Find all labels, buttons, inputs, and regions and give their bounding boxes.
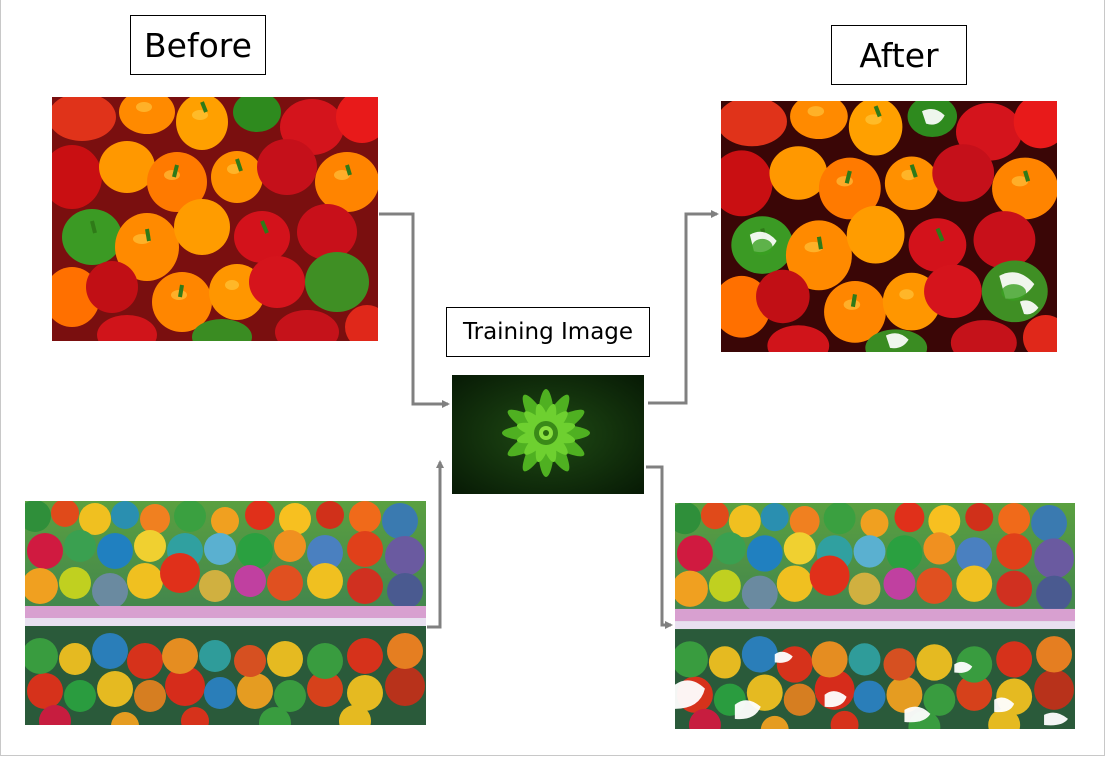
- before-landscape-image: [25, 501, 426, 725]
- before-label: Before: [130, 15, 266, 75]
- after-landscape-image: [675, 503, 1075, 729]
- after-peppers-image: [721, 101, 1057, 352]
- before-peppers-image: [52, 97, 378, 341]
- training-image-label: Training Image: [446, 307, 650, 357]
- after-label: After: [831, 25, 967, 85]
- training-succulent-image: [452, 375, 644, 494]
